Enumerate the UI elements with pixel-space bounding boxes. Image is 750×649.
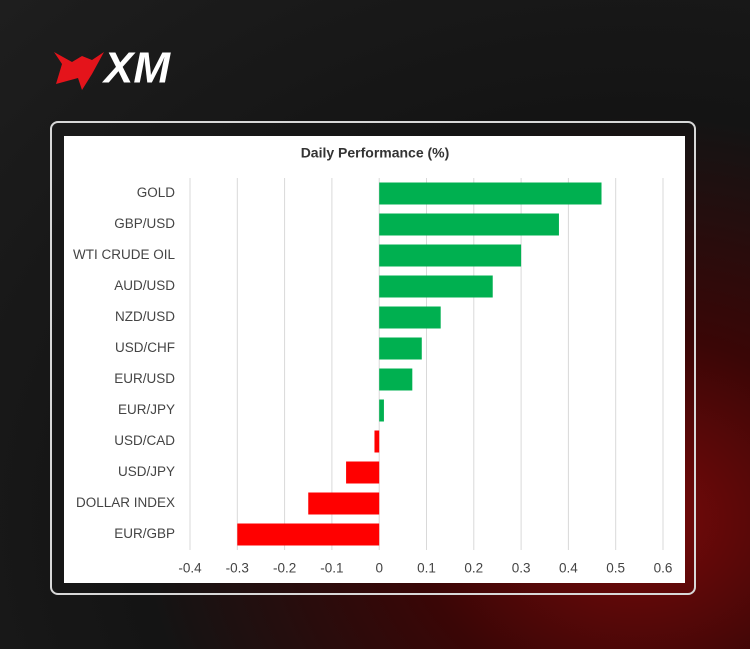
bar: [379, 244, 522, 267]
x-tick-label: 0.6: [654, 561, 673, 576]
logo: XM: [54, 44, 171, 93]
bar: [379, 213, 559, 236]
y-tick-label: USD/CAD: [114, 433, 175, 448]
y-tick-label: GOLD: [137, 185, 176, 200]
x-tick-label: 0: [375, 561, 383, 576]
bar: [237, 523, 380, 546]
x-tick-label: 0.3: [512, 561, 531, 576]
x-tick-label: 0.5: [606, 561, 625, 576]
y-tick-label: USD/CHF: [115, 340, 175, 355]
bar: [379, 275, 493, 298]
x-tick-label: -0.1: [320, 561, 343, 576]
y-tick-label: AUD/USD: [114, 278, 175, 293]
bar: [379, 368, 413, 391]
y-tick-label: GBP/USD: [114, 216, 175, 231]
y-tick-label: NZD/USD: [115, 309, 175, 324]
x-tick-label: 0.2: [464, 561, 483, 576]
bar: [379, 306, 441, 329]
x-tick-label: -0.4: [178, 561, 202, 576]
chart-frame: [50, 121, 696, 595]
bar: [308, 492, 380, 515]
y-tick-label: DOLLAR INDEX: [76, 495, 175, 510]
y-tick-label: EUR/GBP: [114, 526, 175, 541]
y-tick-label: EUR/JPY: [118, 402, 175, 417]
bar: [346, 461, 380, 484]
y-tick-label: USD/JPY: [118, 464, 175, 479]
y-tick-label: WTI CRUDE OIL: [73, 247, 175, 262]
x-tick-label: -0.2: [273, 561, 296, 576]
x-tick-label: 0.1: [417, 561, 436, 576]
chart: Daily Performance (%) -0.4 -0.3 -0.2 -0.1 0 0…: [64, 136, 685, 583]
chart-title: Daily Performance (%): [301, 145, 450, 161]
x-tick-label: -0.3: [226, 561, 249, 576]
bar: [379, 399, 384, 422]
bar: [379, 182, 602, 205]
x-tick-label: 0.4: [559, 561, 578, 576]
bar: [379, 337, 422, 360]
logo-icon: [54, 52, 104, 90]
y-tick-label: EUR/USD: [114, 371, 175, 386]
logo-text: XM: [101, 44, 171, 93]
bar: [374, 430, 380, 453]
